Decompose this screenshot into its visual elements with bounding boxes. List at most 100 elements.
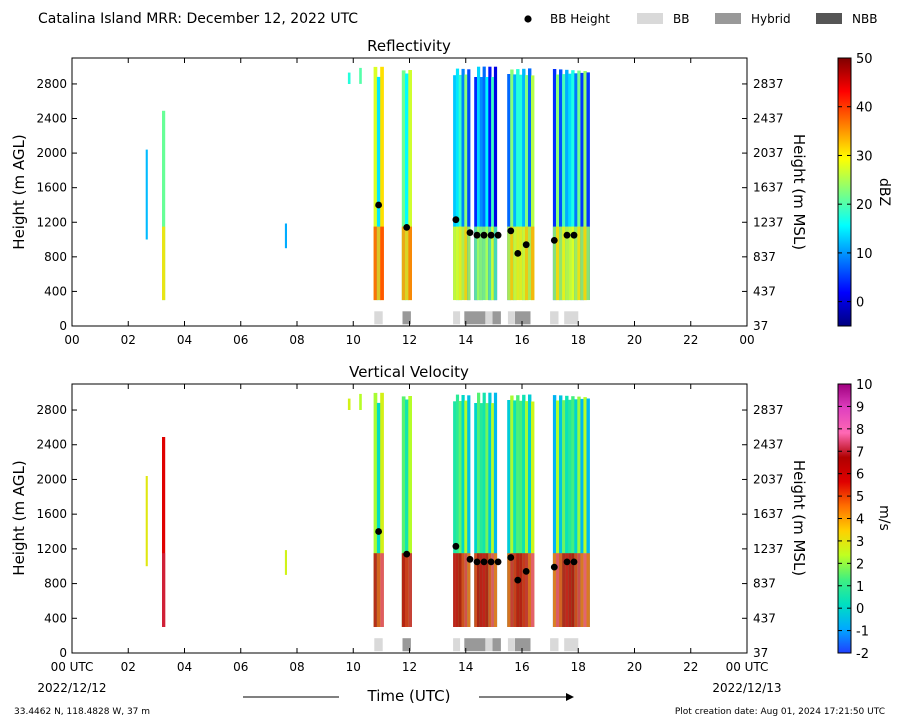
reflectivity-title: Reflectivity — [367, 37, 451, 55]
reflectivity-bb-height-point — [550, 237, 558, 244]
reflectivity-x-tick-label: 22 — [683, 333, 698, 347]
velocity-colorbar-tick-label: 8 — [856, 423, 864, 438]
reflectivity-y2-tick-label: 437 — [753, 284, 776, 298]
reflectivity-enhanced-echo — [401, 226, 406, 301]
velocity-enhanced-echo — [565, 553, 569, 627]
reflectivity-echo-column — [479, 77, 483, 301]
velocity-colorbar-tick-label: -1 — [856, 625, 869, 640]
velocity-y2-tick-label: 437 — [753, 611, 776, 625]
velocity-y-tick-label: 2000 — [36, 472, 67, 486]
velocity-enhanced-echo — [376, 553, 381, 627]
velocity-bb-type-segment — [515, 638, 531, 652]
reflectivity-enhanced-echo — [162, 226, 166, 301]
velocity-echo-column — [373, 392, 378, 627]
velocity-echo-column — [574, 399, 578, 627]
velocity-y-tick-label: 800 — [44, 577, 67, 591]
reflectivity-enhanced-echo — [405, 226, 409, 301]
reflectivity-echo-column — [571, 70, 575, 301]
reflectivity-enhanced-echo — [583, 226, 587, 301]
velocity-x-tick-label: 22 — [683, 660, 698, 674]
velocity-bb-height-point — [494, 558, 502, 566]
velocity-enhanced-echo — [474, 553, 478, 627]
reflectivity-bb-type-segment — [374, 311, 383, 325]
velocity-x-tick-label: 06 — [233, 660, 248, 674]
velocity-bb-height-point — [570, 558, 578, 566]
legend-nbb-label: NBB — [852, 12, 877, 26]
velocity-enhanced-echo — [522, 553, 526, 627]
velocity-enhanced-echo — [528, 553, 532, 627]
velocity-echo-column — [586, 398, 590, 627]
velocity-enhanced-echo — [461, 553, 465, 627]
velocity-enhanced-echo — [525, 553, 529, 627]
reflectivity-x-tick-label: 02 — [121, 333, 136, 347]
velocity-x-tick-label: 16 — [514, 660, 529, 674]
reflectivity-echo-column — [145, 149, 148, 240]
reflectivity-x-tick-label: 12 — [402, 333, 417, 347]
velocity-y-tick-label: 2800 — [36, 403, 67, 417]
reflectivity-enhanced-echo — [574, 226, 578, 301]
reflectivity-colorbar — [837, 57, 852, 327]
velocity-colorbar-tick-label: 3 — [856, 535, 864, 550]
velocity-enhanced-echo — [583, 553, 587, 627]
velocity-bb-height-point — [487, 558, 495, 566]
vertical-velocity-panel: 00 UTC 02 04 06 08 10 12 14 16 18 20 22 00 UTC040080… — [36, 378, 872, 674]
velocity-enhanced-echo — [559, 553, 563, 627]
legend-bb-height-marker — [524, 15, 532, 23]
reflectivity-y2-tick-label: 1237 — [753, 215, 784, 229]
reflectivity-enhanced-echo — [474, 226, 478, 301]
reflectivity-x-tick-label: 10 — [346, 333, 361, 347]
reflectivity-enhanced-echo — [376, 226, 381, 301]
velocity-echo-column — [507, 400, 511, 627]
time-axis-label: Time (UTC) — [367, 687, 451, 705]
reflectivity-enhanced-echo — [458, 226, 462, 301]
velocity-bb-height-point — [466, 555, 474, 563]
velocity-enhanced-echo — [488, 553, 492, 627]
velocity-enhanced-echo — [408, 553, 412, 627]
velocity-enhanced-echo — [519, 553, 523, 627]
reflectivity-colorbar-tick-label: 0 — [856, 296, 864, 311]
reflectivity-echo-column — [376, 76, 381, 301]
reflectivity-bb-height-point — [473, 231, 481, 239]
reflectivity-echo-column — [347, 72, 351, 84]
reflectivity-enhanced-echo — [531, 226, 535, 301]
reflectivity-x-tick-label: 06 — [233, 333, 248, 347]
figure-title: Catalina Island MRR: December 12, 2022 U… — [38, 11, 358, 27]
reflectivity-x-tick-label: 16 — [514, 333, 529, 347]
reflectivity-enhanced-echo — [380, 226, 384, 301]
velocity-echo-column — [482, 392, 486, 627]
velocity-enhanced-echo — [482, 553, 486, 627]
velocity-bb-type-segment — [507, 638, 515, 652]
velocity-enhanced-echo — [568, 553, 572, 627]
velocity-echo-column — [461, 395, 465, 627]
reflectivity-echo-column — [580, 72, 584, 301]
reflectivity-x-tick-label: 00 — [64, 333, 79, 347]
velocity-enhanced-echo — [458, 553, 462, 627]
velocity-enhanced-echo — [464, 553, 468, 627]
reflectivity-x-tick-label: 18 — [571, 333, 586, 347]
reflectivity-bb-height-point — [403, 224, 411, 231]
velocity-y2-tick-label: 1237 — [753, 542, 784, 556]
velocity-y-tick-label: 1600 — [36, 507, 67, 521]
velocity-enhanced-echo — [477, 553, 481, 627]
legend-bb-swatch — [637, 13, 663, 24]
velocity-enhanced-echo — [373, 553, 378, 627]
reflectivity-enhanced-echo — [513, 226, 517, 301]
reflectivity-echo-column — [562, 74, 566, 301]
reflectivity-echo-column — [525, 75, 529, 301]
velocity-enhanced-echo — [510, 553, 514, 627]
reflectivity-echo-column — [474, 77, 478, 301]
reflectivity-bb-type-segment — [464, 311, 486, 325]
velocity-echo-column — [571, 396, 575, 627]
velocity-colorbar-tick-label: 1 — [856, 580, 864, 595]
reflectivity-enhanced-echo — [516, 226, 520, 301]
reflectivity-enhanced-echo — [577, 226, 581, 301]
legend-bb-label: BB — [673, 12, 689, 26]
velocity-echo-column — [528, 394, 532, 627]
reflectivity-echo-column — [477, 66, 481, 301]
reflectivity-echo-column — [519, 74, 523, 300]
velocity-echo-column — [488, 392, 492, 627]
velocity-enhanced-echo — [162, 553, 166, 627]
reflectivity-y-tick-label: 2400 — [36, 112, 67, 126]
reflectivity-enhanced-echo — [568, 226, 572, 301]
velocity-bb-type-segment — [492, 638, 501, 652]
